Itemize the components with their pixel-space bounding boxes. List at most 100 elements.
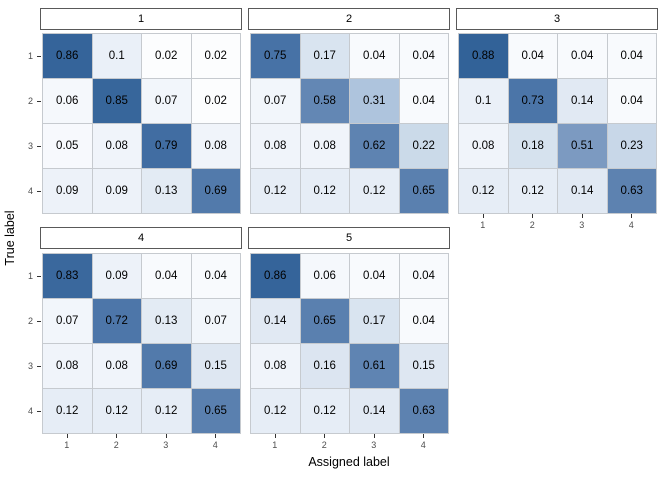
- x-tick-mark: [116, 434, 118, 438]
- heatmap-cell: 0.04: [558, 34, 608, 79]
- heatmap-cell: 0.75: [251, 34, 301, 79]
- heatmap-grid-3: 0.88 0.04 0.04 0.04 0.1 0.73 0.14 0.04 0.08 0.18 0…: [458, 33, 657, 214]
- heatmap-cell: 0.88: [459, 34, 509, 79]
- x-tick-label: 4: [212, 440, 218, 450]
- heatmap-cell: 0.14: [558, 169, 608, 214]
- y-tick-mark: [37, 145, 41, 147]
- x-tick-label: 3: [579, 220, 585, 230]
- x-tick-mark: [165, 434, 167, 438]
- heatmap-cell: 0.12: [251, 389, 301, 434]
- y-tick-mark: [37, 320, 41, 322]
- heatmap-cell: 0.65: [300, 299, 350, 344]
- heatmap-cell: 0.07: [142, 79, 192, 124]
- heatmap-grid-1: 0.86 0.1 0.02 0.02 0.06 0.85 0.07 0.02 0.05 0.08 0…: [42, 33, 241, 214]
- heatmap-grid-4: 0.83 0.09 0.04 0.04 0.07 0.72 0.13 0.07 0.08 0.08…: [42, 253, 241, 434]
- heatmap-cell: 0.12: [142, 389, 192, 434]
- heatmap-cell: 0.04: [399, 79, 449, 124]
- heatmap-cell: 0.58: [300, 79, 350, 124]
- heatmap-cell: 0.15: [399, 344, 449, 389]
- heatmap-cell: 0.07: [43, 299, 93, 344]
- heatmap-cell: 0.04: [607, 79, 657, 124]
- heatmap-cell: 0.16: [300, 344, 350, 389]
- heatmap-cell: 0.14: [558, 79, 608, 124]
- heatmap-cell: 0.22: [399, 124, 449, 169]
- heatmap-cell: 0.65: [399, 169, 449, 214]
- heatmap-cell: 0.62: [350, 124, 400, 169]
- heatmap-cell: 0.05: [43, 124, 93, 169]
- heatmap-cell: 0.65: [191, 389, 241, 434]
- heatmap-cell: 0.06: [43, 79, 93, 124]
- heatmap-cell: 0.14: [251, 299, 301, 344]
- y-tick-label: 3: [27, 360, 33, 371]
- x-tick-mark: [532, 214, 534, 218]
- x-tick-label: 1: [480, 220, 486, 230]
- x-tick-mark: [631, 214, 633, 218]
- y-tick-label: 2: [27, 315, 33, 326]
- heatmap-cell: 0.73: [508, 79, 558, 124]
- heatmap-cell: 0.12: [300, 169, 350, 214]
- facet-strip-3: 3: [456, 8, 658, 30]
- heatmap-cell: 0.04: [191, 254, 241, 299]
- heatmap-cell: 0.08: [300, 124, 350, 169]
- x-tick-label: 4: [628, 220, 634, 230]
- heatmap-cell: 0.51: [558, 124, 608, 169]
- heatmap-cell: 0.61: [350, 344, 400, 389]
- heatmap-cell: 0.08: [92, 124, 142, 169]
- y-tick-label: 3: [27, 140, 33, 151]
- heatmap-cell: 0.02: [142, 34, 192, 79]
- y-axis-title: True label: [3, 210, 17, 266]
- x-tick-mark: [482, 214, 484, 218]
- y-tick-mark: [37, 275, 41, 277]
- y-tick-mark: [37, 100, 41, 102]
- heatmap-cell: 0.1: [92, 34, 142, 79]
- y-tick-label: 4: [27, 405, 33, 416]
- heatmap-cell: 0.08: [459, 124, 509, 169]
- facet-strip-1: 1: [40, 8, 242, 30]
- heatmap-cell: 0.08: [43, 344, 93, 389]
- heatmap-cell: 0.18: [508, 124, 558, 169]
- x-tick-label: 1: [272, 440, 278, 450]
- heatmap-cell: 0.09: [92, 169, 142, 214]
- x-tick-label: 3: [371, 440, 377, 450]
- heatmap-cell: 0.14: [350, 389, 400, 434]
- facet-strip-5: 5: [248, 227, 450, 249]
- x-tick-label: 4: [420, 440, 426, 450]
- x-tick-mark: [215, 434, 217, 438]
- heatmap-cell: 0.72: [92, 299, 142, 344]
- x-tick-label: 2: [529, 220, 535, 230]
- heatmap-cell: 0.04: [508, 34, 558, 79]
- heatmap-cell: 0.02: [191, 79, 241, 124]
- heatmap-cell: 0.06: [300, 254, 350, 299]
- heatmap-cell: 0.12: [300, 389, 350, 434]
- heatmap-cell: 0.02: [191, 34, 241, 79]
- y-tick-label: 4: [27, 185, 33, 196]
- heatmap-cell: 0.63: [399, 389, 449, 434]
- heatmap-cell: 0.17: [350, 299, 400, 344]
- y-tick-label: 1: [27, 50, 33, 61]
- heatmap-cell: 0.69: [142, 344, 192, 389]
- heatmap-cell: 0.12: [43, 389, 93, 434]
- x-tick-mark: [581, 214, 583, 218]
- heatmap-cell: 0.04: [142, 254, 192, 299]
- heatmap-cell: 0.12: [459, 169, 509, 214]
- heatmap-cell: 0.04: [399, 299, 449, 344]
- heatmap-cell: 0.08: [251, 124, 301, 169]
- x-tick-label: 2: [321, 440, 327, 450]
- x-tick-mark: [274, 434, 276, 438]
- heatmap-cell: 0.31: [350, 79, 400, 124]
- facet-strip-4: 4: [40, 227, 242, 249]
- y-tick-label: 2: [27, 95, 33, 106]
- heatmap-grid-5: 0.86 0.06 0.04 0.04 0.14 0.65 0.17 0.04 0.08 0.16…: [250, 253, 449, 434]
- x-tick-label: 1: [64, 440, 70, 450]
- heatmap-cell: 0.79: [142, 124, 192, 169]
- heatmap-cell: 0.04: [399, 34, 449, 79]
- heatmap-cell: 0.04: [607, 34, 657, 79]
- heatmap-cell: 0.04: [350, 34, 400, 79]
- heatmap-cell: 0.08: [251, 344, 301, 389]
- heatmap-cell: 0.69: [191, 169, 241, 214]
- heatmap-cell: 0.09: [92, 254, 142, 299]
- heatmap-cell: 0.23: [607, 124, 657, 169]
- heatmap-cell: 0.08: [191, 124, 241, 169]
- x-tick-mark: [324, 434, 326, 438]
